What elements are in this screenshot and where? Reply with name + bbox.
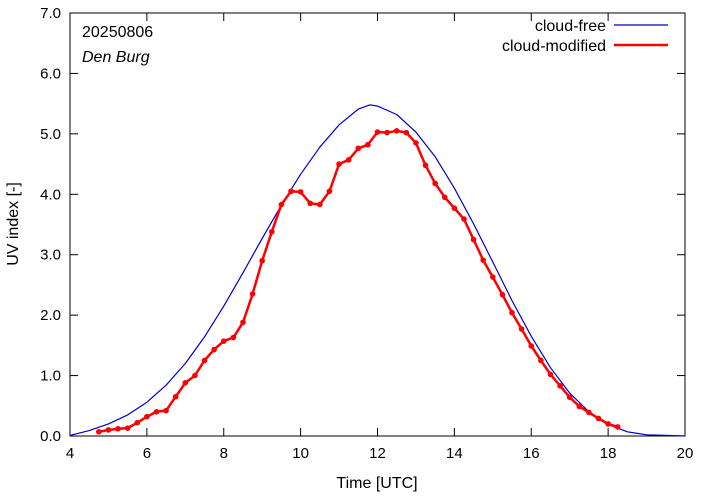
data-point bbox=[134, 419, 141, 426]
data-point bbox=[153, 409, 160, 415]
data-point bbox=[538, 357, 544, 364]
legend-label-cloud-free: cloud-free bbox=[535, 18, 606, 35]
data-point bbox=[249, 291, 256, 297]
data-point bbox=[201, 357, 208, 364]
data-point bbox=[144, 413, 150, 420]
data-point bbox=[451, 205, 458, 211]
date-annotation: 20250806 bbox=[82, 24, 153, 41]
plot-frame bbox=[69, 12, 686, 437]
data-point bbox=[259, 257, 265, 264]
data-point bbox=[586, 409, 592, 416]
data-point bbox=[345, 157, 352, 163]
x-tick-label: 14 bbox=[446, 445, 463, 462]
data-point bbox=[393, 128, 400, 134]
y-tick-labels: 0.0 1.0 2.0 3.0 4.0 5.0 6.0 7.0 bbox=[40, 5, 61, 445]
x-tick-label: 18 bbox=[600, 445, 617, 462]
data-point bbox=[192, 372, 198, 379]
series-line-cloud-free bbox=[69, 104, 686, 437]
y-tick-label: 4.0 bbox=[40, 186, 61, 203]
y-tick-label: 5.0 bbox=[40, 126, 61, 143]
x-tick-label: 6 bbox=[143, 445, 151, 462]
data-point bbox=[230, 334, 237, 341]
data-point bbox=[441, 194, 448, 201]
data-point bbox=[355, 145, 362, 152]
y-tick-label: 3.0 bbox=[40, 247, 61, 264]
x-tick-label: 12 bbox=[369, 445, 386, 462]
data-point bbox=[288, 188, 294, 195]
data-point bbox=[336, 161, 342, 167]
data-point bbox=[470, 236, 477, 243]
data-point bbox=[96, 428, 102, 435]
data-point bbox=[182, 380, 189, 386]
data-point bbox=[576, 403, 583, 410]
data-point bbox=[268, 228, 275, 235]
data-point bbox=[326, 188, 333, 195]
x-axis-label: Time [UTC] bbox=[336, 475, 417, 492]
x-tick-label: 8 bbox=[220, 445, 228, 462]
data-point bbox=[124, 425, 131, 431]
series-layer bbox=[69, 104, 686, 437]
data-point bbox=[566, 394, 573, 401]
data-point bbox=[509, 309, 515, 316]
x-tick-label: 16 bbox=[523, 445, 540, 462]
data-point bbox=[297, 189, 304, 195]
data-point bbox=[384, 129, 390, 136]
data-point bbox=[172, 393, 179, 400]
y-tick-label: 1.0 bbox=[40, 368, 61, 385]
data-point bbox=[211, 346, 217, 353]
data-point bbox=[605, 421, 611, 427]
data-point bbox=[365, 141, 371, 148]
data-point bbox=[240, 319, 246, 326]
data-point bbox=[105, 427, 112, 433]
data-point bbox=[528, 343, 535, 349]
y-tick-label: 7.0 bbox=[40, 5, 61, 22]
legend-label-cloud-modified: cloud-modified bbox=[502, 38, 606, 55]
data-point bbox=[307, 200, 314, 207]
data-point bbox=[480, 257, 487, 263]
x-tick-label: 20 bbox=[677, 445, 694, 462]
data-point bbox=[461, 216, 467, 222]
data-point bbox=[422, 162, 429, 169]
axis-ticks bbox=[69, 12, 686, 437]
x-tick-labels: 4 6 8 10 12 14 16 18 20 bbox=[66, 445, 694, 462]
data-point bbox=[614, 424, 621, 430]
data-point bbox=[115, 425, 121, 432]
data-point bbox=[403, 129, 410, 136]
data-point bbox=[432, 180, 438, 187]
data-point bbox=[490, 274, 496, 280]
data-point bbox=[374, 129, 381, 135]
y-tick-label: 2.0 bbox=[40, 307, 61, 324]
data-point bbox=[220, 338, 227, 344]
data-point bbox=[547, 371, 554, 378]
data-point bbox=[317, 201, 323, 208]
y-tick-label: 6.0 bbox=[40, 65, 61, 82]
x-tick-label: 4 bbox=[66, 445, 74, 462]
data-point bbox=[595, 415, 602, 422]
y-tick-label: 0.0 bbox=[40, 428, 61, 445]
series-line-cloud-modified bbox=[98, 129, 619, 434]
data-point bbox=[557, 383, 563, 389]
legend: cloud-free cloud-modified bbox=[502, 18, 668, 55]
data-point bbox=[278, 201, 285, 208]
data-point bbox=[413, 140, 419, 146]
data-point bbox=[163, 407, 169, 414]
y-axis-label: UV index [-] bbox=[5, 182, 22, 266]
x-tick-label: 10 bbox=[292, 445, 309, 462]
data-point bbox=[518, 326, 525, 332]
station-annotation: Den Burg bbox=[82, 49, 150, 66]
data-point bbox=[499, 291, 506, 298]
